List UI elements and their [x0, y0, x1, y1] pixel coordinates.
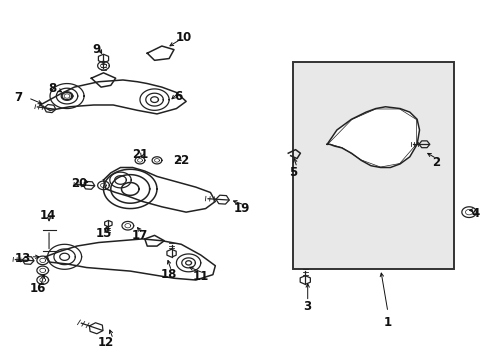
Text: 22: 22 — [173, 154, 189, 167]
Text: 14: 14 — [40, 209, 56, 222]
FancyBboxPatch shape — [292, 62, 453, 269]
Text: 12: 12 — [98, 336, 114, 349]
Polygon shape — [326, 107, 419, 167]
Text: 17: 17 — [132, 229, 148, 242]
Text: 9: 9 — [92, 43, 100, 56]
Text: 13: 13 — [15, 252, 31, 265]
Text: 10: 10 — [175, 31, 191, 44]
Text: 21: 21 — [132, 148, 148, 162]
Text: 11: 11 — [192, 270, 208, 283]
Polygon shape — [91, 73, 116, 87]
Text: 7: 7 — [14, 91, 22, 104]
Polygon shape — [147, 46, 174, 60]
Text: 6: 6 — [174, 90, 183, 103]
Text: 18: 18 — [161, 268, 177, 281]
Polygon shape — [103, 167, 215, 212]
Text: 15: 15 — [95, 227, 111, 240]
Text: 4: 4 — [470, 207, 479, 220]
Text: 19: 19 — [233, 202, 250, 215]
Text: 2: 2 — [431, 156, 440, 168]
Text: 16: 16 — [30, 283, 46, 296]
Text: 3: 3 — [303, 300, 311, 313]
Polygon shape — [45, 239, 215, 280]
Text: 8: 8 — [48, 82, 57, 95]
Text: 20: 20 — [71, 177, 87, 190]
Text: 1: 1 — [383, 316, 391, 329]
Text: 5: 5 — [288, 166, 297, 179]
Polygon shape — [40, 80, 186, 114]
